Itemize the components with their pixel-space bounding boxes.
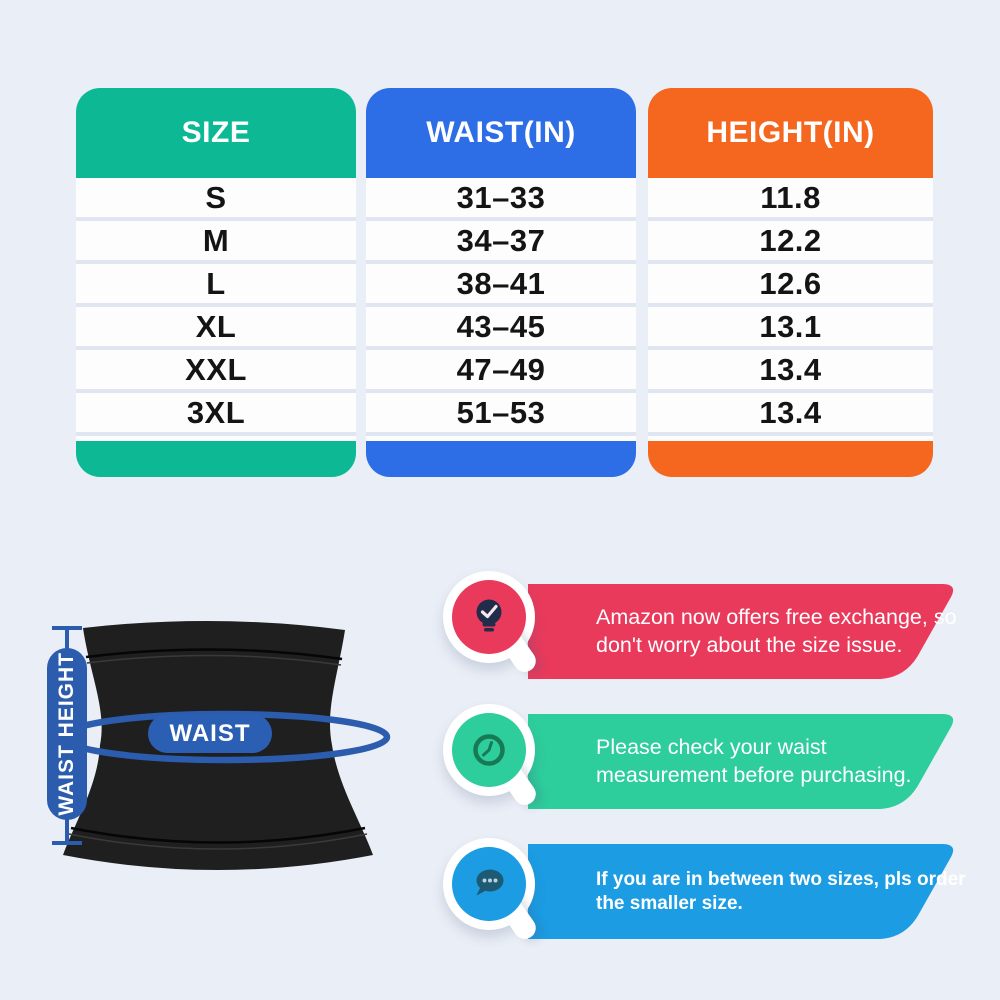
column-strip — [366, 436, 636, 441]
callout-ribbon-red — [528, 584, 954, 679]
height-cell: 13.4 — [648, 393, 933, 436]
column-footer-height — [648, 441, 933, 477]
callout-text-measure: Please check your waist measurement befo… — [596, 735, 912, 787]
size-column: SIZE S M L XL XXL 3XL — [76, 88, 356, 477]
size-cell: 3XL — [76, 393, 356, 436]
chat-dots-icon — [452, 847, 526, 921]
callout-badge-blue — [443, 838, 541, 944]
size-cell: S — [76, 178, 356, 221]
clock-icon — [452, 713, 526, 787]
column-strip — [648, 436, 933, 441]
waist-height-label-pill: WAIST HEIGHT — [47, 648, 87, 820]
height-cell: 11.8 — [648, 178, 933, 221]
height-cell: 13.4 — [648, 350, 933, 393]
height-measure-cap-bottom — [52, 841, 82, 845]
size-cell: XL — [76, 307, 356, 350]
waist-cell: 31–33 — [366, 178, 636, 221]
column-header-height: HEIGHT(IN) — [648, 88, 933, 178]
waist-cell: 43–45 — [366, 307, 636, 350]
callout-text-exchange: Amazon now offers free exchange, so don'… — [596, 605, 957, 657]
callout-badge-red — [443, 571, 541, 677]
callout-ribbon-green — [528, 714, 954, 809]
size-cell: XXL — [76, 350, 356, 393]
column-footer-waist — [366, 441, 636, 477]
height-column: HEIGHT(IN) 11.8 12.2 12.6 13.1 13.4 13.4 — [648, 88, 933, 477]
size-cell: M — [76, 221, 356, 264]
waist-height-label: WAIST HEIGHT — [55, 652, 78, 816]
waist-label-pill: WAIST — [148, 714, 272, 753]
height-cell: 12.6 — [648, 264, 933, 307]
waist-cell: 34–37 — [366, 221, 636, 264]
waist-cell: 38–41 — [366, 264, 636, 307]
column-header-waist: WAIST(IN) — [366, 88, 636, 178]
height-cell: 12.2 — [648, 221, 933, 264]
waist-cell: 47–49 — [366, 350, 636, 393]
height-cell: 13.1 — [648, 307, 933, 350]
column-header-size: SIZE — [76, 88, 356, 178]
lightbulb-check-icon — [452, 580, 526, 654]
waist-label: WAIST — [169, 719, 251, 747]
waist-column: WAIST(IN) 31–33 34–37 38–41 43–45 47–49 … — [366, 88, 636, 477]
height-measure-cap-top — [52, 626, 82, 630]
callout-text-between-sizes: If you are in between two sizes, pls ord… — [596, 868, 966, 914]
callout-badge-green — [443, 704, 541, 810]
callout-ribbon-blue — [528, 844, 954, 939]
waist-cell: 51–53 — [366, 393, 636, 436]
column-footer-size — [76, 441, 356, 477]
column-strip — [76, 436, 356, 441]
size-cell: L — [76, 264, 356, 307]
